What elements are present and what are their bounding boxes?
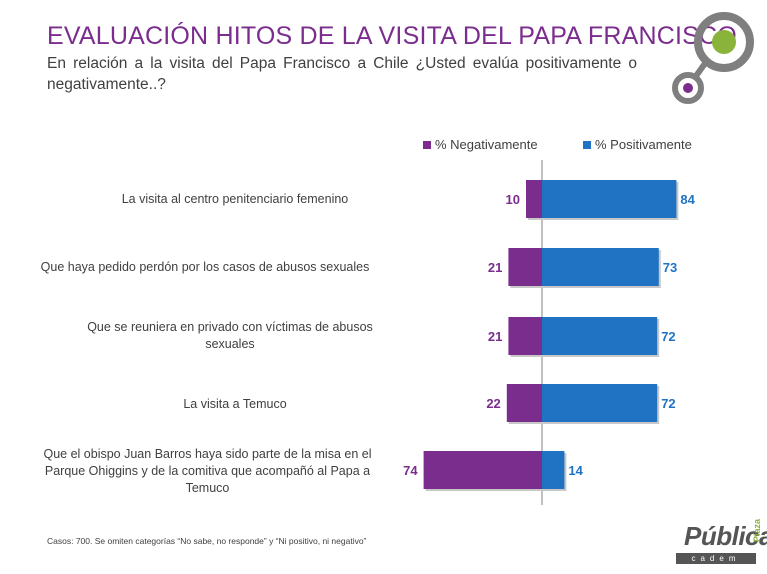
value-label-negative-3: 21 <box>488 329 502 344</box>
brand-top-text: Plaza <box>752 519 762 543</box>
category-label-5: Que el obispo Juan Barros haya sido part… <box>43 447 372 495</box>
bar-negative-2 <box>508 248 542 286</box>
bar-negative-3 <box>508 317 542 355</box>
value-label-positive-4: 72 <box>661 396 675 411</box>
legend-swatch-negative <box>423 140 431 149</box>
value-label-negative-2: 21 <box>488 260 502 275</box>
brand-main-text: Pública <box>684 521 767 551</box>
brand-sub-text: cadem <box>676 553 756 564</box>
bar-positive-2 <box>542 248 659 286</box>
bar-positive-4 <box>542 384 658 422</box>
value-label-positive-3: 72 <box>661 329 675 344</box>
legend-label-positive: % Positivamente <box>595 137 692 152</box>
legend-label-negative: % Negativamente <box>435 137 538 152</box>
value-label-negative-1: 10 <box>506 192 520 207</box>
plaza-publica-cadem-logo: Pública Plaza cadem <box>672 519 767 567</box>
category-label-3: Que se reuniera en privado con víctimas … <box>87 320 373 351</box>
bar-negative-1 <box>526 180 542 218</box>
legend-negative: % Negativamente <box>423 137 538 152</box>
bar-negative-5 <box>423 451 542 489</box>
brand-circles-logo <box>672 12 754 104</box>
category-label-4: La visita a Temuco <box>183 397 287 411</box>
value-label-positive-2: 73 <box>663 260 677 275</box>
value-label-positive-5: 14 <box>568 463 583 478</box>
footnote: Casos: 700. Se omiten categorías “No sab… <box>47 536 367 546</box>
value-label-negative-4: 22 <box>486 396 500 411</box>
category-label-2: Que haya pedido perdón por los casos de … <box>40 260 370 274</box>
value-label-positive-1: 84 <box>680 192 695 207</box>
category-label-1: La visita al centro penitenciario femeni… <box>121 192 349 206</box>
bar-negative-4 <box>506 384 542 422</box>
bar-positive-3 <box>542 317 658 355</box>
bar-positive-1 <box>542 180 677 218</box>
value-label-negative-5: 74 <box>403 463 418 478</box>
legend-positive: % Positivamente <box>583 137 692 152</box>
legend-swatch-positive <box>583 140 591 149</box>
page-title: EVALUACIÓN HITOS DE LA VISITA DEL PAPA F… <box>47 22 737 50</box>
bar-positive-5 <box>542 451 565 489</box>
question-text: En relación a la visita del Papa Francis… <box>47 55 637 93</box>
